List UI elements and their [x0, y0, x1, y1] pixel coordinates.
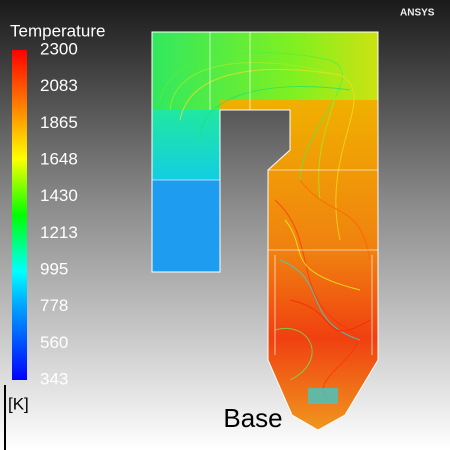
legend-tick-label: 1865	[40, 113, 78, 132]
color-bar	[12, 50, 27, 380]
legend-tick-label: 1430	[40, 186, 78, 205]
legend-tick-label: 560	[40, 333, 68, 352]
legend-title: Temperature	[10, 21, 105, 40]
furnace-outline	[151, 31, 379, 431]
legend-tick-label: 2300	[40, 39, 78, 58]
legend-tick-label: 343	[40, 369, 68, 388]
caption: Base	[223, 403, 282, 433]
legend-unit: [K]	[8, 394, 29, 413]
legend-tick-label: 995	[40, 259, 68, 278]
legend-tick-label: 1213	[40, 223, 78, 242]
legend-ticks: 2300 2083 1865 1648 1430 1213 995 778 560 343	[40, 39, 78, 388]
legend-tick-label: 778	[40, 296, 68, 315]
legend-tick-label: 2083	[40, 76, 78, 95]
logo: ANSYS	[400, 8, 435, 19]
legend-tick-label: 1648	[40, 149, 78, 168]
